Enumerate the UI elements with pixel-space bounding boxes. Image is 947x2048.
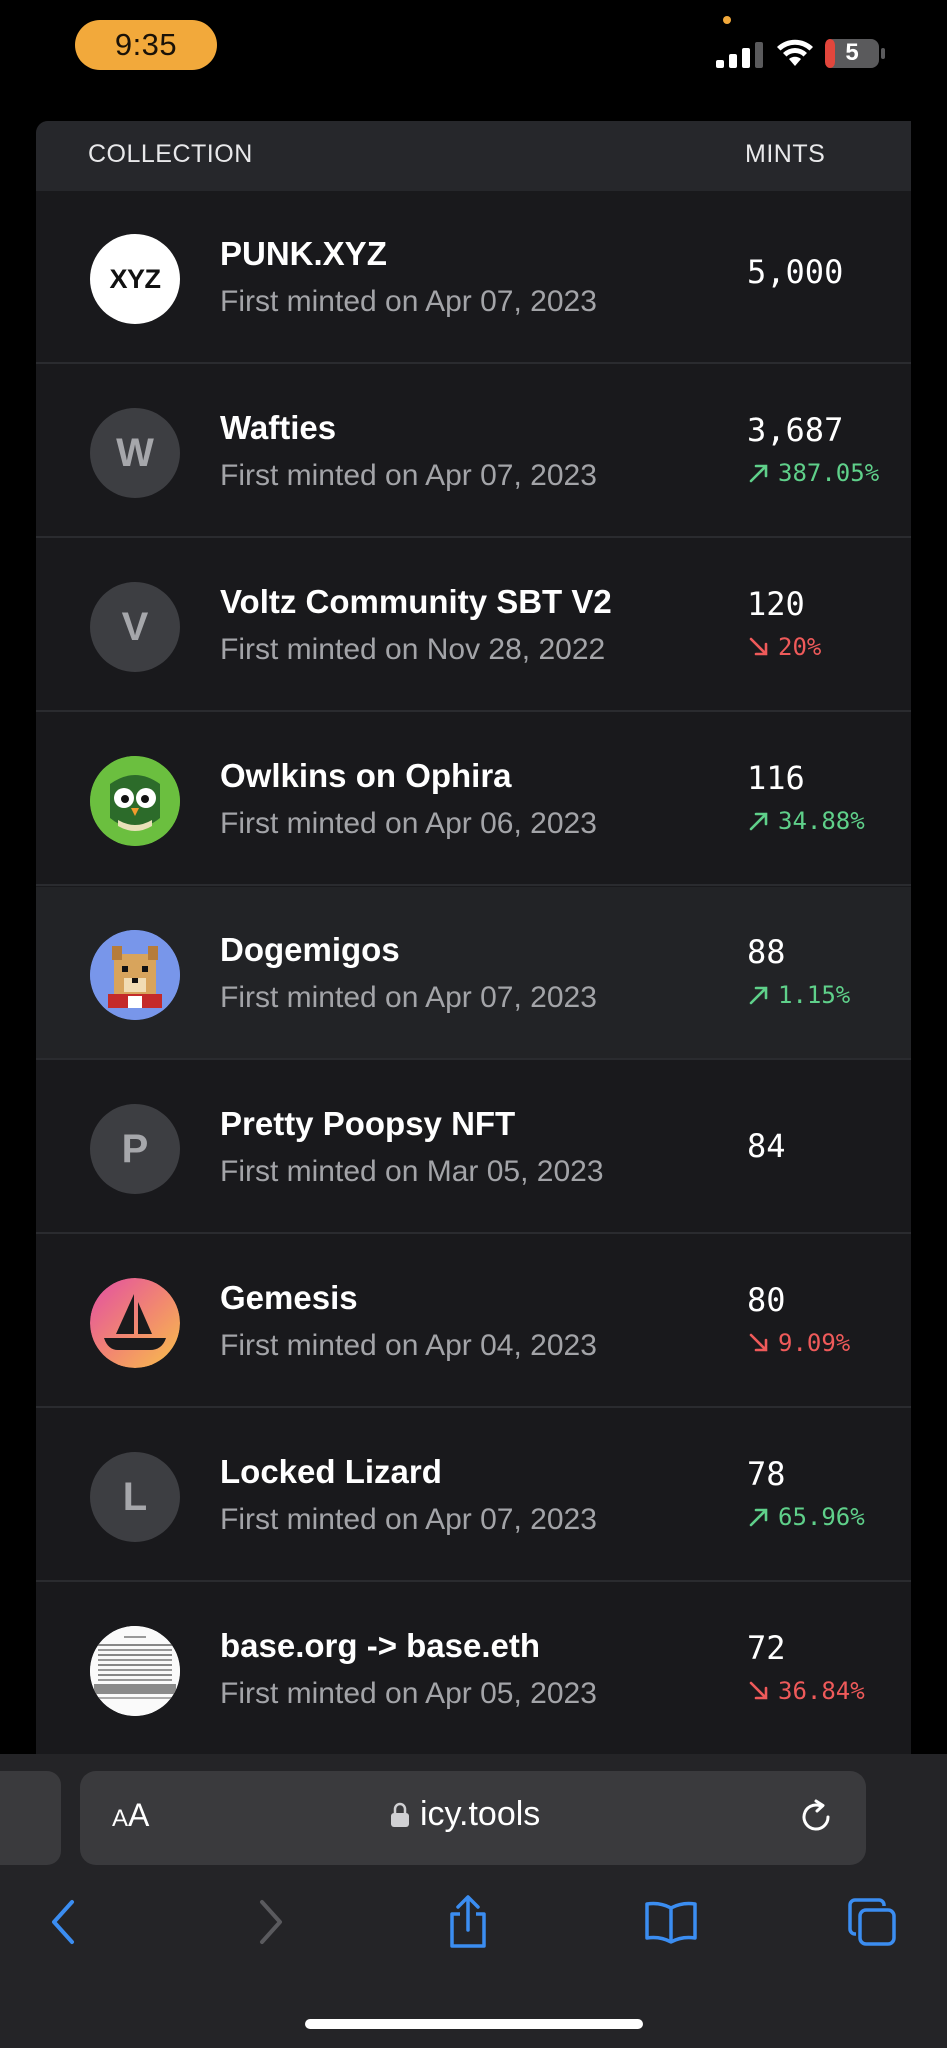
arrow-up-right-icon [749,986,768,1005]
collection-avatar: V [90,582,180,672]
arrow-down-right-icon [749,1681,768,1700]
battery-icon: 5 [824,38,886,69]
bookmarks-icon[interactable] [644,1900,698,1944]
mint-change-value: 65.96% [778,1503,865,1531]
back-icon[interactable] [48,1898,78,1946]
arrow-down-right-icon [749,1333,768,1352]
mint-change-value: 1.15% [778,981,851,1009]
mint-count: 88 [747,933,786,971]
collection-name[interactable]: Dogemigos [220,931,400,968]
table-row[interactable]: Owlkins on Ophira First minted on Apr 06… [36,713,911,886]
collection-avatar: L [90,1452,180,1542]
signal-icon [716,42,763,68]
table-row[interactable]: V Voltz Community SBT V2 First minted on… [36,539,911,712]
first-minted-date: First minted on Nov 28, 2022 [220,633,606,666]
collection-avatar: P [90,1104,180,1194]
first-minted-date: First minted on Apr 07, 2023 [220,285,597,318]
status-bar: 9:35 5 [0,0,947,95]
home-indicator [305,2019,643,2029]
mint-change: 20% [748,633,821,661]
collection-name[interactable]: Locked Lizard [220,1453,442,1490]
collection-name[interactable]: Gemesis [220,1279,358,1316]
owl-image [90,756,180,846]
battery-level: 5 [845,39,859,66]
url-display[interactable]: icy.tools [390,1795,540,1834]
document-image [90,1626,180,1716]
lock-icon [391,1802,409,1827]
first-minted-date: First minted on Apr 04, 2023 [220,1329,597,1362]
collection-name[interactable]: Voltz Community SBT V2 [220,583,612,620]
share-icon[interactable] [446,1894,490,1950]
column-header-mints[interactable]: MINTS [745,140,826,168]
status-time: 9:35 [75,20,217,70]
table-row[interactable]: Gemesis First minted on Apr 04, 2023 80 … [36,1235,911,1408]
arrow-up-right-icon [749,812,768,831]
mint-change-value: 36.84% [778,1677,865,1705]
collection-name[interactable]: base.org -> base.eth [220,1627,541,1664]
ship-avatar [90,1278,180,1368]
first-minted-date: First minted on Mar 05, 2023 [220,1155,604,1188]
forward-icon[interactable] [256,1898,286,1946]
mint-change-value: 9.09% [778,1329,851,1357]
mint-change-value: 387.05% [778,459,880,487]
mint-count: 120 [747,585,805,623]
mint-count: 84 [747,1127,786,1165]
table-row[interactable]: L Locked Lizard First minted on Apr 07, … [36,1409,911,1582]
table-header: COLLECTION MINTS [36,121,911,191]
table-row[interactable]: P Pretty Poopsy NFT First minted on Mar … [36,1061,911,1234]
mint-change-value: 20% [778,633,822,661]
mint-change-value: 34.88% [778,807,865,835]
collection-name[interactable]: Wafties [220,409,337,446]
table-row[interactable]: W Wafties First minted on Apr 07, 2023 3… [36,365,911,538]
tabs-icon[interactable] [846,1896,898,1948]
address-bar[interactable]: AA icy.tools [80,1771,866,1865]
first-minted-date: First minted on Apr 05, 2023 [220,1677,597,1710]
document-avatar [90,1626,180,1716]
doge-image [90,930,180,1020]
mint-count: 5,000 [747,253,844,291]
first-minted-date: First minted on Apr 07, 2023 [220,459,597,492]
mint-change: 1.15% [748,981,850,1009]
reload-icon[interactable] [796,1797,836,1837]
collection-avatar: XYZ [90,234,180,324]
ship-image [90,1278,180,1368]
table-row[interactable]: Dogemigos First minted on Apr 07, 2023 8… [36,887,911,1060]
doge-avatar [90,930,180,1020]
mint-count: 80 [747,1281,786,1319]
owl-avatar [90,756,180,846]
collection-name[interactable]: Owlkins on Ophira [220,757,512,794]
first-minted-date: First minted on Apr 07, 2023 [220,981,597,1014]
url-text: icy.tools [420,1795,541,1833]
previous-tab-preview[interactable] [0,1771,61,1865]
recording-indicator-dot [723,16,731,24]
first-minted-date: First minted on Apr 07, 2023 [220,1503,597,1536]
column-header-collection[interactable]: COLLECTION [88,140,253,168]
mint-change: 9.09% [748,1329,850,1357]
mint-change: 36.84% [748,1677,865,1705]
collection-name[interactable]: Pretty Poopsy NFT [220,1105,516,1142]
arrow-up-right-icon [749,1508,768,1527]
mint-count: 78 [747,1455,786,1493]
arrow-down-right-icon [749,637,768,656]
mint-change: 387.05% [748,459,879,487]
mint-count: 116 [747,759,805,797]
table-row[interactable]: base.org -> base.eth First minted on Apr… [36,1583,911,1755]
page-settings-button[interactable]: AA [112,1797,150,1833]
browser-toolbar: AA icy.tools [0,1754,947,2048]
first-minted-date: First minted on Apr 06, 2023 [220,807,597,840]
mint-count: 3,687 [747,411,844,449]
wifi-icon [777,39,813,66]
mint-change: 65.96% [748,1503,865,1531]
collection-avatar: W [90,408,180,498]
arrow-up-right-icon [749,464,768,483]
collection-name[interactable]: PUNK.XYZ [220,235,387,272]
table-row[interactable]: XYZ PUNK.XYZ First minted on Apr 07, 202… [36,191,911,364]
mint-change: 34.88% [748,807,865,835]
mint-count: 72 [747,1629,786,1667]
collections-table: COLLECTION MINTS XYZ PUNK.XYZ First mint… [36,121,911,1755]
